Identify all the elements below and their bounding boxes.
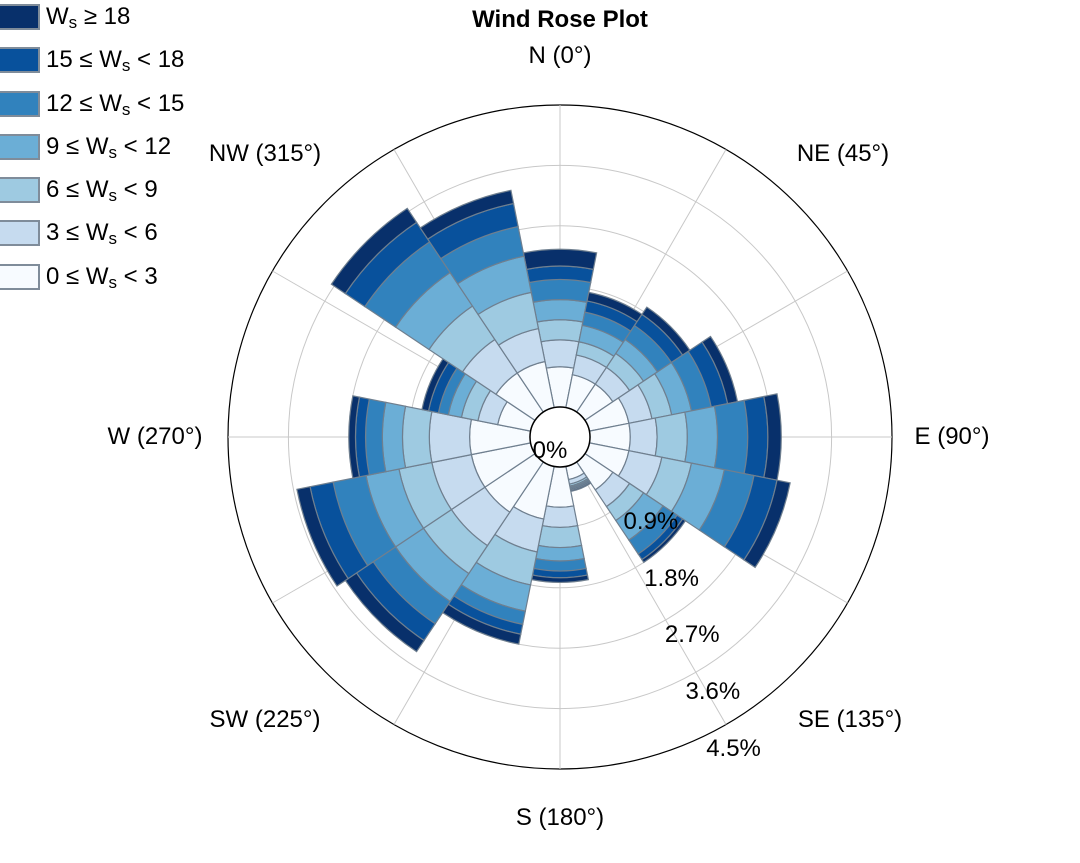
wind-bar-segment	[525, 265, 595, 284]
wind-bar-segment	[401, 405, 433, 469]
direction-label: N (0°)	[528, 42, 592, 69]
legend-item: 6 ≤ Ws < 9	[0, 173, 184, 216]
legend-item: Ws ≥ 18	[0, 0, 184, 43]
radial-tick-label: 3.6%	[685, 678, 741, 706]
wind-bar-segment	[428, 410, 473, 464]
wind-bar-segment	[528, 278, 592, 303]
legend-label: Ws ≥ 18	[46, 3, 131, 32]
legend-swatch	[0, 4, 40, 30]
wind-bar-segment	[532, 299, 588, 323]
direction-label: W (270°)	[107, 423, 203, 450]
center-circle	[529, 406, 591, 468]
center-hole	[529, 406, 591, 468]
wind-bar-segment	[522, 248, 598, 271]
chart-title: Wind Rose Plot	[472, 6, 648, 33]
wind-bar-segment	[348, 395, 361, 479]
direction-label: S (180°)	[515, 804, 605, 831]
legend-label: 3 ≤ Ws < 6	[46, 219, 158, 249]
wind-bar-segment	[296, 486, 349, 587]
legend-swatch	[0, 47, 40, 74]
legend-swatch	[0, 133, 40, 160]
wind-bar-segment	[540, 339, 580, 369]
wind-bar-segment	[533, 557, 587, 572]
wind-bar-segment	[541, 505, 579, 528]
wind-bar-segment	[535, 544, 585, 562]
direction-label: SE (135°)	[797, 706, 903, 733]
legend-label: 9 ≤ Ws < 12	[46, 132, 172, 162]
radial-tick-label: 0.9%	[623, 507, 679, 535]
legend-label: 6 ≤ Ws < 9	[46, 176, 158, 206]
radial-tick-label: 1.8%	[644, 564, 699, 592]
direction-label: NE (45°)	[796, 140, 890, 167]
wind-bar-segment	[654, 411, 688, 463]
wind-bar-segment	[381, 401, 407, 473]
wind-bar-segment	[365, 398, 387, 476]
wind-bar-segment	[743, 395, 769, 479]
wind-bar-segment	[641, 518, 687, 564]
legend-item: 9 ≤ Ws < 12	[0, 130, 184, 173]
radial-tick-label: 4.5%	[706, 734, 761, 762]
radial-tick-label: 0%	[532, 437, 568, 464]
legend-item: 0 ≤ Ws < 3	[0, 260, 184, 303]
legend-swatch	[0, 263, 40, 290]
wind-rose-bars	[296, 189, 791, 653]
legend: Ws ≥ 18 15 ≤ Ws < 18 12 ≤ Ws < 15 9 ≤ Ws < …	[0, 0, 184, 303]
grid-spoke	[574, 462, 727, 725]
wind-bar-segment	[330, 207, 418, 295]
direction-label: SW (225°)	[209, 706, 321, 733]
legend-swatch	[0, 220, 40, 247]
legend-item: 3 ≤ Ws < 6	[0, 216, 184, 259]
legend-item: 15 ≤ Ws < 18	[0, 43, 184, 86]
wind-bar-segment	[713, 399, 749, 475]
direction-label: E (90°)	[914, 423, 990, 450]
legend-swatch	[0, 90, 40, 117]
wind-bar-segment	[743, 479, 791, 569]
wind-bar-segment	[537, 524, 583, 549]
wind-bar-segment	[419, 189, 515, 240]
legend-swatch	[0, 177, 40, 204]
radial-tick-label: 2.7%	[664, 621, 720, 649]
legend-label: 0 ≤ Ws < 3	[46, 262, 158, 292]
wind-bar-segment	[684, 405, 719, 469]
legend-item: 12 ≤ Ws < 15	[0, 87, 184, 130]
legend-label: 15 ≤ Ws < 18	[46, 46, 185, 76]
direction-label: NW (315°)	[208, 140, 322, 167]
wind-bar-segment	[628, 417, 658, 457]
wind-bar-segment	[536, 319, 584, 343]
legend-label: 12 ≤ Ws < 15	[46, 89, 185, 119]
